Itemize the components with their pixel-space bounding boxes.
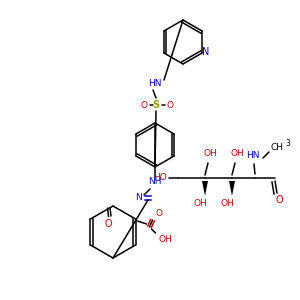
Text: HN: HN [246,152,260,160]
Text: O: O [275,195,283,205]
Text: O: O [140,100,148,109]
Text: HO: HO [153,173,167,182]
Text: N: N [202,47,210,57]
Text: N: N [135,194,141,202]
Text: OH: OH [220,199,234,208]
Text: S: S [152,100,160,110]
Text: CH: CH [271,143,284,152]
Polygon shape [229,181,235,196]
Text: NH: NH [148,178,162,187]
Text: HN: HN [148,79,162,88]
Text: OH: OH [193,199,207,208]
Polygon shape [202,181,208,196]
Text: OH: OH [159,235,172,244]
Text: OH: OH [230,148,244,158]
Text: O: O [167,100,173,109]
Text: OH: OH [203,148,217,158]
Text: 3: 3 [286,139,290,148]
Text: O: O [155,208,162,217]
Text: O: O [104,219,112,229]
